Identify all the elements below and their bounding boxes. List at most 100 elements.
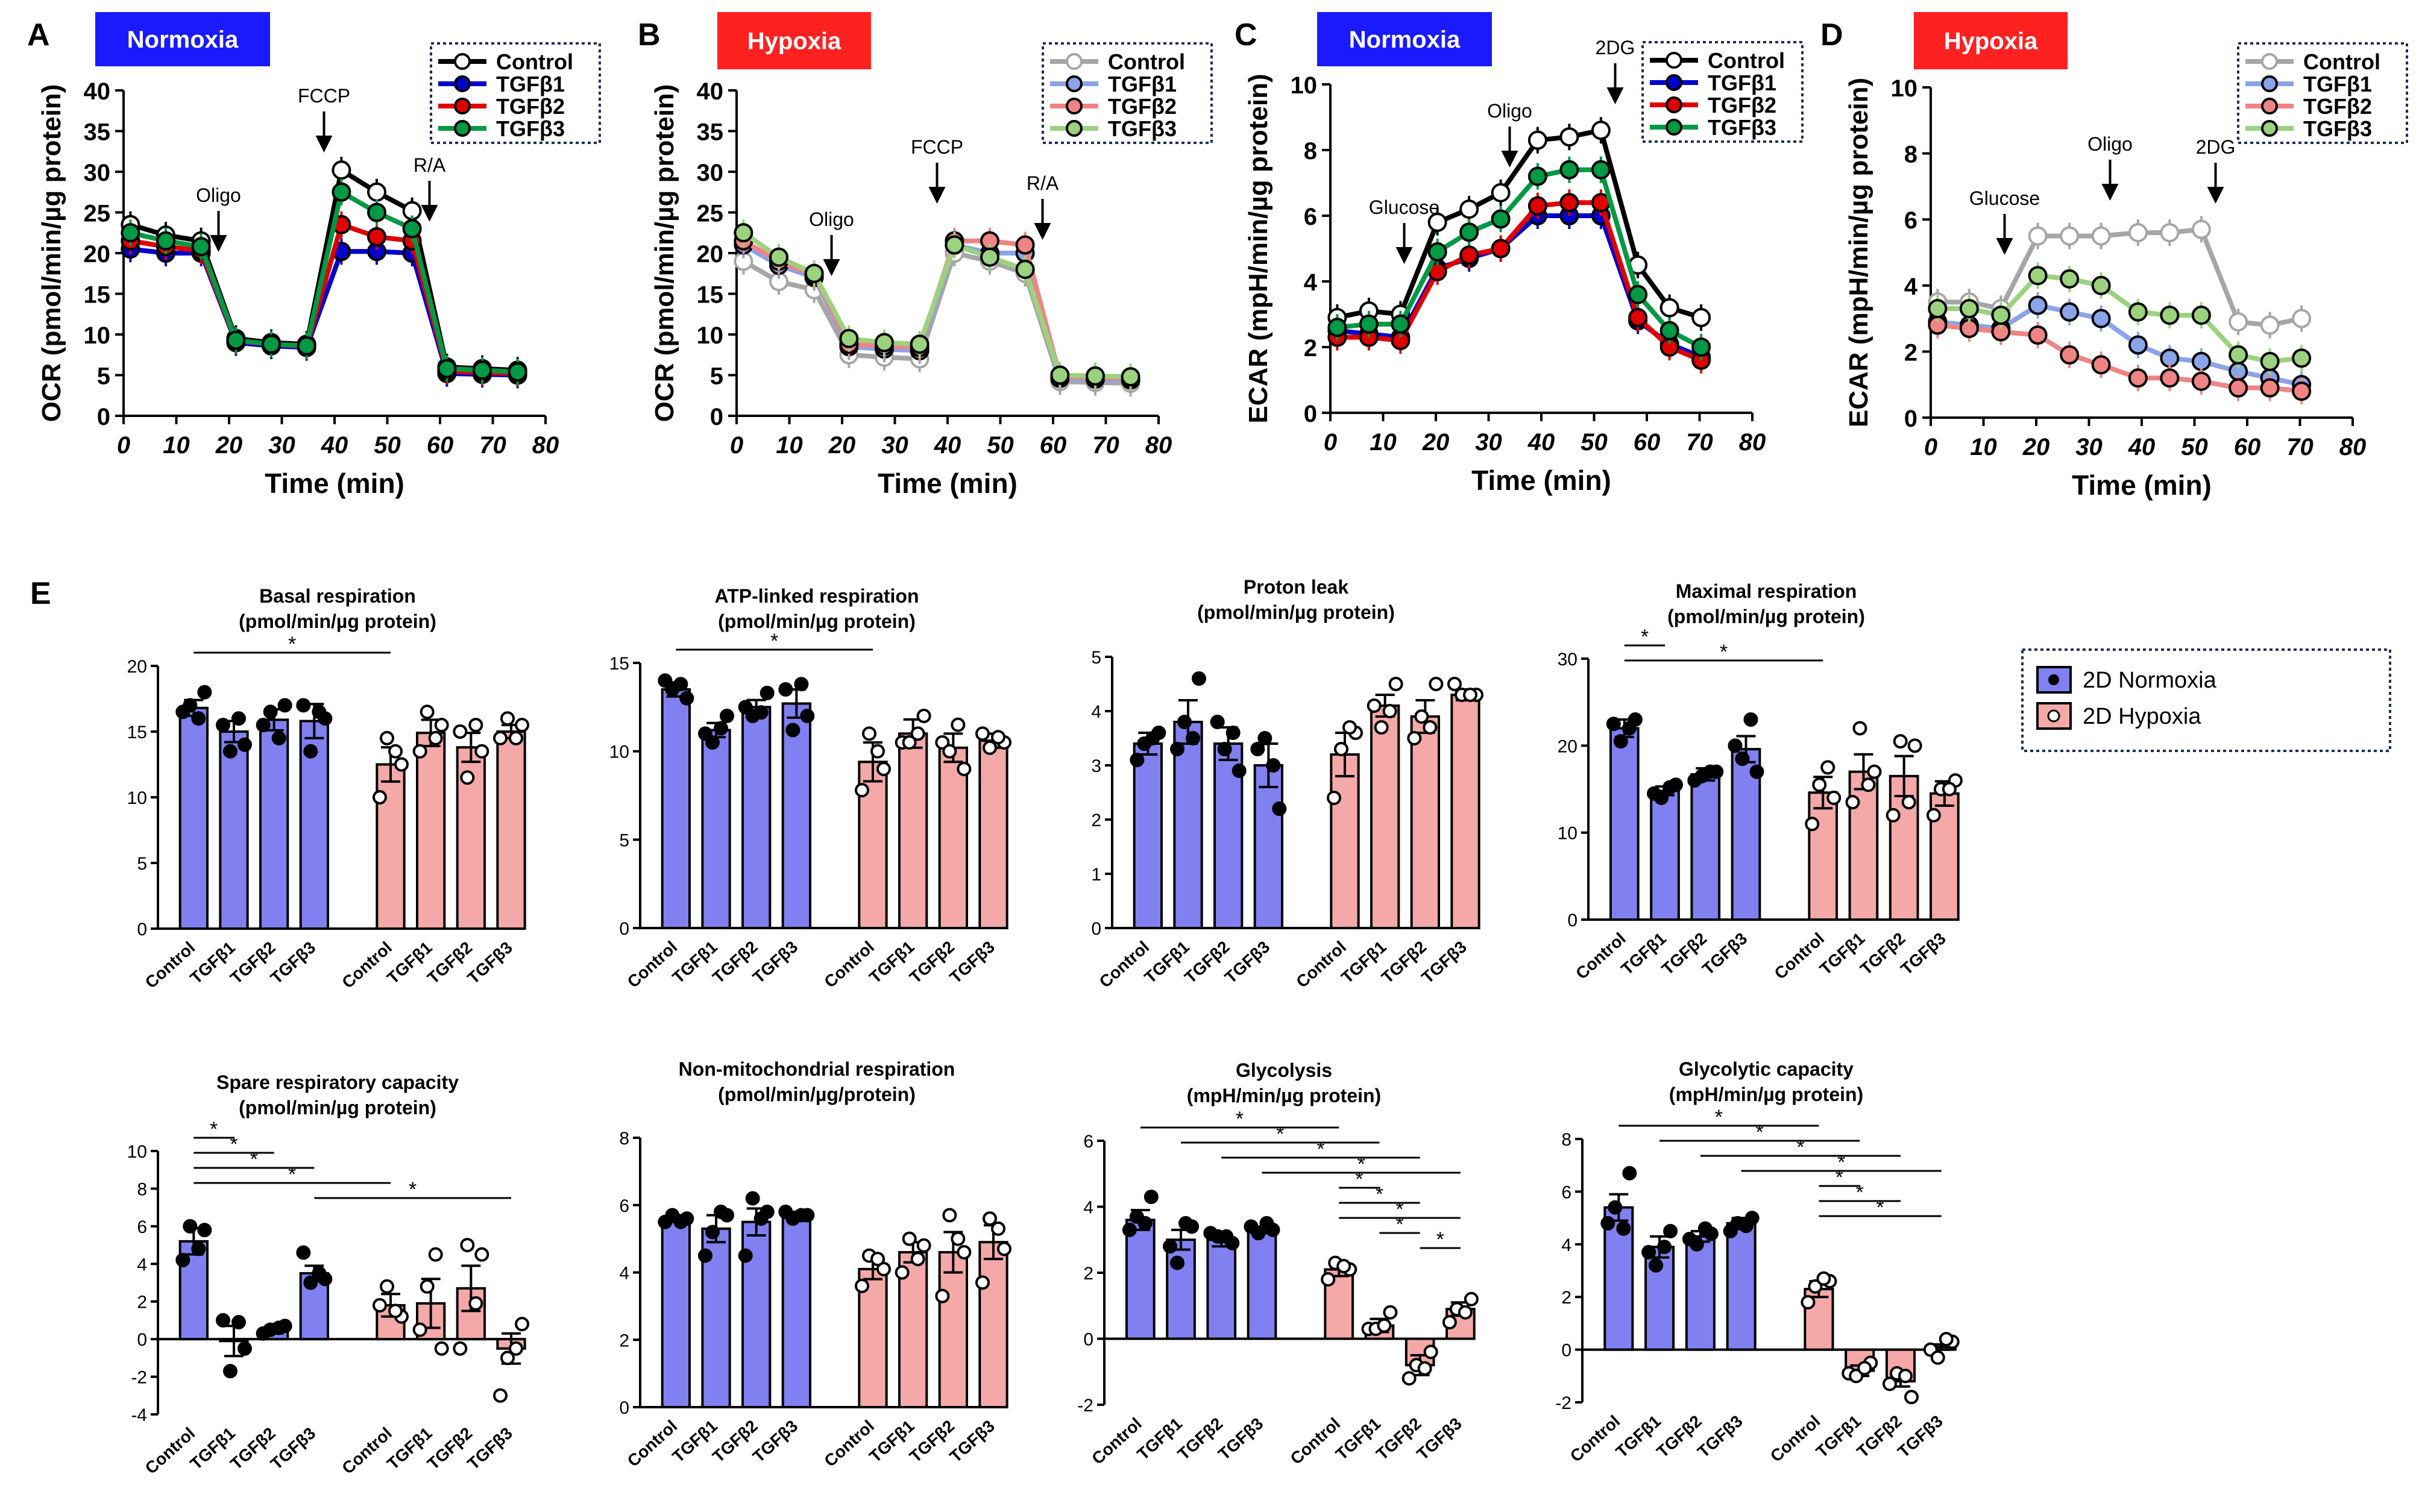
data-point: [2091, 309, 2111, 328]
bar-legend: 2D Normoxia 2D Hypoxia: [2021, 648, 2391, 752]
panel-e8: Glycolytic capacity (mpH/min/µg protein) -…: [1555, 1058, 1960, 1466]
chart-title: Glycolytic capacity: [1679, 1058, 1854, 1080]
replicate-point: [1442, 1315, 1457, 1330]
replicate-point: [1334, 742, 1348, 756]
x-tick-label: Control: [1088, 1414, 1145, 1468]
data-point: [910, 334, 930, 354]
replicate-point: [745, 1191, 760, 1206]
data-point: [1527, 130, 1547, 150]
legend-label: TGFβ1: [1708, 71, 1776, 95]
x-tick-label: 20: [828, 432, 856, 459]
replicate-point: [420, 704, 435, 720]
bar: [781, 1214, 811, 1408]
replicate-point: [957, 1244, 972, 1259]
replicate-point: [296, 1245, 311, 1260]
y-tick-label: 35: [84, 119, 111, 146]
annotation-arrowhead: [1501, 151, 1518, 168]
y-tick-label: 0: [1091, 919, 1101, 939]
replicate-point: [1926, 808, 1941, 823]
replicate-point: [1464, 1291, 1479, 1307]
condition-label: Hypoxia: [747, 28, 841, 55]
x-tick-label: 10: [776, 432, 803, 459]
replicate-point: [1250, 742, 1265, 756]
x-tick-label: Control: [1287, 1414, 1344, 1468]
annotation-label: Glucose: [1969, 187, 2040, 209]
x-tick-label: Control: [820, 1416, 878, 1470]
replicate-point: [1882, 1376, 1897, 1391]
annotation-arrowhead: [928, 187, 946, 204]
bar: [1609, 727, 1640, 921]
replicate-point: [1401, 1371, 1417, 1386]
replicate-point: [1210, 715, 1225, 729]
data-point: [2229, 345, 2248, 365]
replicate-point: [197, 1223, 212, 1238]
annotation-arrowhead: [1606, 87, 1624, 104]
y-tick-label: -4: [131, 1405, 147, 1425]
significance-label: *: [1641, 626, 1649, 648]
replicate-point: [1861, 777, 1876, 792]
replicate-point: [271, 730, 286, 745]
data-point: [1628, 307, 1648, 327]
y-tick-label: 30: [697, 160, 724, 186]
replicate-point: [785, 723, 801, 738]
replicate-point: [1901, 795, 1916, 810]
x-tick-label: Control: [1567, 1411, 1624, 1466]
y-tick-label: 15: [127, 723, 147, 742]
annotation-label: 2DG: [2196, 136, 2236, 158]
significance-label: *: [770, 630, 778, 653]
replicate-point: [515, 718, 529, 733]
x-tick-label: 50: [2181, 434, 2208, 460]
data-point: [1015, 260, 1035, 279]
annotation-label: FCCP: [298, 85, 350, 107]
data-point: [1015, 235, 1035, 255]
data-point: [2060, 345, 2080, 365]
bar: [898, 732, 928, 930]
y-tick-label: 40: [697, 78, 724, 105]
replicate-point: [983, 740, 997, 755]
y-tick-label: 10: [127, 788, 147, 808]
replicate-point: [1697, 1221, 1713, 1236]
replicate-point: [460, 770, 475, 785]
y-tick-label: 0: [1561, 1341, 1571, 1361]
legend-marker: [1666, 52, 1682, 69]
x-axis-title: Time (min): [1471, 465, 1611, 496]
x-tick-label: TGFβ1: [1133, 1414, 1186, 1463]
y-tick-label: 0: [137, 1330, 147, 1350]
bar: [1247, 1228, 1277, 1340]
data-point: [1691, 307, 1711, 327]
y-tick-label: -2: [1077, 1396, 1093, 1416]
x-tick-label: Control: [624, 1416, 681, 1470]
x-tick-label: TGFβ3: [946, 1416, 998, 1466]
significance-label: *: [1355, 1168, 1363, 1191]
replicate-point: [942, 1208, 957, 1223]
legend-marker: [1666, 96, 1682, 113]
replicate-point: [1417, 1361, 1432, 1376]
replicate-point: [493, 1388, 508, 1403]
data-point: [839, 328, 859, 348]
x-tick-label: 30: [2075, 434, 2103, 460]
data-point: [2160, 223, 2180, 243]
data-point: [2091, 226, 2111, 246]
replicate-point: [1272, 801, 1287, 816]
significance-label: *: [1715, 1106, 1723, 1129]
x-tick-label: TGFβ1: [1612, 1411, 1664, 1461]
data-point: [1427, 212, 1447, 232]
replicate-point: [303, 1275, 318, 1290]
replicate-point: [1852, 721, 1867, 736]
data-point: [508, 362, 527, 382]
replicate-point: [509, 730, 523, 745]
data-point: [1591, 121, 1611, 140]
x-tick-label: Control: [1767, 1411, 1824, 1466]
x-tick-label: TGFβ2: [1373, 1414, 1425, 1463]
bar: [1125, 1219, 1156, 1340]
legend-marker: [2048, 674, 2059, 685]
y-tick-label: 30: [84, 160, 111, 186]
replicate-point: [460, 1238, 475, 1253]
replicate-point: [1382, 704, 1397, 718]
data-point: [1928, 299, 1948, 319]
x-tick-label: 70: [2286, 434, 2314, 460]
replicate-point: [902, 735, 917, 750]
legend-marker: [2047, 709, 2060, 723]
replicate-point: [453, 1341, 468, 1356]
replicate-point: [412, 744, 427, 759]
